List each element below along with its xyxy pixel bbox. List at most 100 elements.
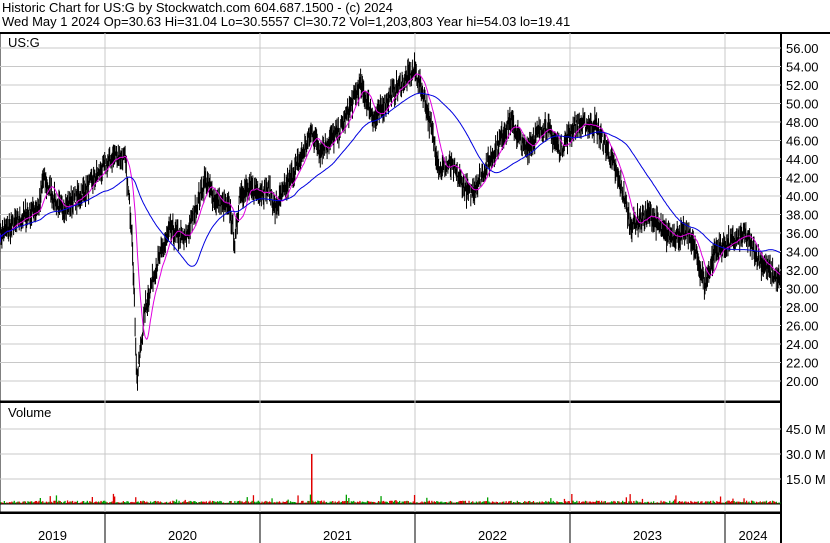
volume-bar [385,501,387,504]
volume-bar [293,502,295,504]
volume-bar [220,501,222,504]
volume-tick-label: 30.0 M [786,447,826,462]
volume-bar [624,501,626,504]
volume-bar [327,502,329,504]
volume-bar [95,501,97,504]
volume-bar [60,502,62,504]
volume-bar [451,501,453,504]
volume-bar [298,502,300,504]
volume-bar [94,502,96,504]
volume-bar [762,501,764,504]
volume-bar [754,502,756,504]
volume-bar [441,501,443,504]
volume-bar [702,502,704,504]
chart-title: Historic Chart for US:G by Stockwatch.co… [2,0,393,15]
volume-bar [493,501,495,504]
volume-bar [309,494,312,504]
volume-bar [522,502,525,504]
volume-bar [188,501,190,504]
volume-bar [271,498,273,504]
volume-bar [723,502,725,504]
volume-bar [237,501,240,504]
volume-bar [571,494,573,504]
volume-bar [696,501,698,504]
volume-bar [499,502,501,504]
volume-bar [304,502,307,504]
volume-bar [721,502,723,504]
volume-bar [371,501,373,504]
volume-bar [734,502,737,504]
volume-bar [430,502,432,504]
volume-bar [646,501,649,504]
volume-bar [526,502,528,504]
volume-bar [0,502,2,504]
volume-bar [158,502,160,504]
volume-bar [400,502,402,504]
volume-bar [205,501,207,504]
volume-bar [182,501,184,504]
volume-bar [97,501,100,504]
volume-bar [351,501,354,504]
price-tick-label: 56.00 [786,41,819,56]
volume-bar [539,501,541,504]
volume-bar [333,502,335,504]
volume-bar [111,501,113,504]
volume-bar [45,501,48,504]
volume-bar [714,502,717,504]
volume-bar [110,502,112,504]
volume-bar [173,501,175,504]
volume-bar [656,502,658,504]
volume-bar [748,501,750,504]
price-tick-label: 52.00 [786,78,819,93]
volume-bar [244,502,246,504]
volume-bar [432,502,434,504]
volume-bar [736,501,738,504]
volume-bar [198,502,200,504]
volume-bar [506,502,509,504]
volume-bar [674,499,676,504]
volume-bar [17,501,19,504]
volume-bar [123,502,126,504]
volume-bar [71,500,74,504]
volume-bar [422,502,424,504]
volume-bar [524,501,526,504]
volume-bar [545,500,547,504]
volume-bar [660,500,662,504]
volume-bar [677,501,680,504]
volume-bar [710,500,712,504]
volume-bar [473,502,475,504]
volume-bar [296,502,298,504]
volume-bar [544,502,546,504]
volume-bar [345,494,347,504]
volume-bar [448,501,450,504]
volume-bar [64,500,66,504]
volume-bar [711,502,713,504]
volume-bar [614,501,616,504]
volume-bar [591,502,593,504]
volume-bar [625,497,627,504]
volume-bar [324,502,326,504]
volume-bar [313,502,315,504]
volume-bar [342,501,344,504]
volume-bar [490,502,492,504]
volume-bar [594,501,597,504]
volume-bar [453,502,455,504]
volume-bar [468,500,470,504]
volume-bar [254,501,256,504]
volume-bar [143,501,145,504]
volume-bar [65,502,67,504]
volume-bar [302,500,304,504]
volume-bar [96,502,98,504]
volume-bar [743,498,745,504]
volume-bar [374,502,376,504]
volume-bar [423,501,426,504]
volume-bar [698,502,701,504]
volume-bar [706,501,708,504]
volume-bar [386,501,388,504]
volume-bar [156,501,158,504]
volume-bar [152,502,154,504]
volume-bar [360,502,362,504]
volume-bar [472,501,474,504]
volume-bar [713,501,715,504]
